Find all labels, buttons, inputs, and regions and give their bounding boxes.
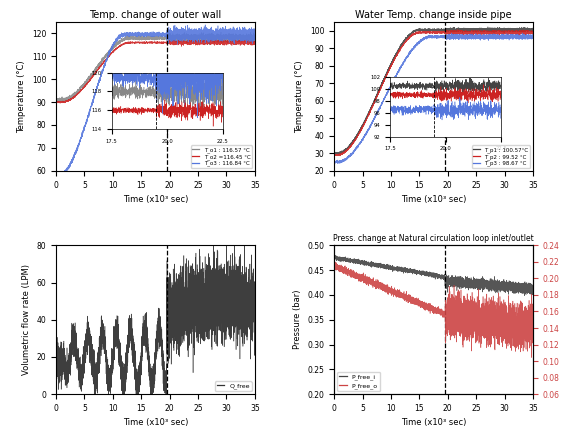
Legend: Q_free: Q_free [215, 381, 252, 391]
Title: Temp. change of outer wall: Temp. change of outer wall [89, 10, 222, 20]
Legend: T_p1 : 100.57°C, T_p2 : 99.52 °C, T_p3 : 98.67 °C: T_p1 : 100.57°C, T_p2 : 99.52 °C, T_p3 :… [472, 145, 530, 168]
Title: Press. change at Natural circulation loop inlet/outlet: Press. change at Natural circulation loo… [333, 234, 534, 243]
X-axis label: Time (x10³ sec): Time (x10³ sec) [401, 195, 466, 204]
X-axis label: Time (x10³ sec): Time (x10³ sec) [123, 418, 188, 427]
Legend: P_free_i, P_free_o: P_free_i, P_free_o [337, 372, 380, 391]
Y-axis label: Volumetric flow rate (LPM): Volumetric flow rate (LPM) [22, 264, 31, 375]
Y-axis label: Temperature (°C): Temperature (°C) [296, 60, 305, 133]
Y-axis label: Pressure (bar): Pressure (bar) [293, 290, 302, 350]
Legend: T_o1 : 116.57 °C, T_o2 =116.45 °C, T_o3 : 116.84 °C: T_o1 : 116.57 °C, T_o2 =116.45 °C, T_o3 … [191, 145, 252, 168]
X-axis label: Time (x10³ sec): Time (x10³ sec) [401, 418, 466, 427]
X-axis label: Time (x10³ sec): Time (x10³ sec) [123, 195, 188, 204]
Title: Water Temp. change inside pipe: Water Temp. change inside pipe [355, 10, 512, 20]
Y-axis label: Temperature (°C): Temperature (°C) [17, 60, 26, 133]
